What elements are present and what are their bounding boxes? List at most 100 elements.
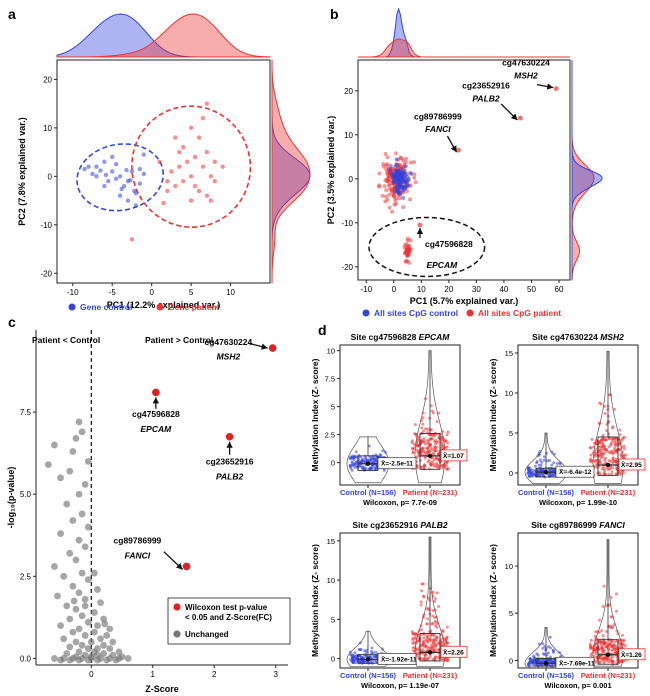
data-point-unchanged: [97, 599, 104, 606]
data-point-patient: [610, 470, 614, 474]
data-point-control: [540, 469, 544, 473]
data-point-patient: [406, 253, 411, 258]
data-point-control: [528, 468, 532, 472]
data-point-patient: [598, 450, 602, 454]
data-point-control: [94, 164, 99, 169]
data-point-patient: [426, 637, 430, 641]
data-point-control: [541, 642, 545, 646]
data-point-patient: [620, 450, 624, 454]
data-point-patient: [432, 634, 436, 638]
data-point-patient: [391, 193, 396, 198]
data-point-patient: [426, 438, 430, 442]
annotation-arrow-msh2-head: [261, 343, 268, 350]
data-point-control: [383, 450, 387, 454]
data-point-patient: [600, 629, 604, 633]
data-point-control: [537, 642, 541, 646]
data-point-patient: [597, 618, 601, 622]
data-point-unchanged: [51, 655, 58, 662]
data-point-control: [388, 163, 393, 168]
data-point-patient: [620, 633, 624, 637]
data-point-patient: [588, 446, 592, 450]
data-point-patient: [204, 149, 210, 155]
data-point-patient: [423, 397, 427, 401]
data-point-patient: [594, 652, 598, 656]
y-tick-label-d: 10: [505, 389, 513, 398]
mean-label-patient: X̄=2.95: [621, 460, 642, 469]
data-point-unchanged: [90, 628, 98, 636]
y-tick-label-d: 10: [327, 347, 335, 356]
data-point-control: [555, 462, 559, 466]
data-point-patient: [604, 438, 608, 442]
data-point-patient: [432, 462, 436, 466]
data-point-unchanged: [94, 586, 101, 593]
data-point-patient: [445, 625, 449, 629]
data-point-patient: [204, 193, 210, 198]
legend-swatch-unchanged: [173, 630, 181, 638]
data-point-control: [540, 460, 544, 464]
direction-note-left: Patient < Control: [32, 335, 100, 345]
data-point-patient: [619, 642, 623, 646]
data-point-patient: [425, 450, 429, 454]
data-point-patient: [611, 437, 615, 441]
data-point-patient: [415, 654, 419, 658]
data-point-patient: [196, 188, 202, 194]
x-tick-label-b: 20: [444, 285, 453, 294]
data-point-unchanged: [101, 620, 109, 628]
data-point-unchanged: [44, 461, 52, 469]
data-point-patient: [377, 171, 382, 176]
data-point-patient: [614, 592, 618, 596]
data-point-patient: [416, 437, 420, 441]
annotation-site: cg47630224: [502, 57, 550, 67]
data-point-patient: [427, 596, 431, 600]
data-point-control: [110, 169, 115, 174]
wilcoxon-pvalue: Wilcoxon, p= 0.001: [544, 681, 611, 690]
mean-marker-patient: [427, 650, 433, 655]
data-point-unchanged: [66, 615, 74, 623]
data-point-unchanged: [84, 618, 92, 626]
data-point-patient: [429, 437, 433, 441]
data-point-patient: [441, 443, 445, 447]
data-point-control: [403, 164, 408, 169]
data-point-patient: [410, 439, 414, 443]
data-point-patient: [435, 635, 439, 639]
y-tick-label-d: 0: [331, 459, 335, 468]
category-label-control: Control (N=156): [340, 671, 397, 680]
data-point-control: [550, 463, 554, 467]
data-point-patient: [444, 637, 448, 641]
data-point-unchanged: [94, 656, 101, 664]
data-point-patient: [432, 458, 436, 462]
data-point-patient: [433, 615, 437, 619]
annotation-site: cg47596828: [132, 409, 180, 419]
data-point-patient: [192, 183, 198, 189]
data-point-unchanged: [75, 536, 83, 544]
data-point-control: [546, 459, 550, 463]
data-point-patient: [435, 591, 439, 595]
x-tick-label-b: 0: [392, 285, 397, 294]
data-point-unchanged: [100, 641, 108, 649]
data-point-patient: [601, 442, 605, 446]
data-point-patient: [184, 159, 190, 165]
data-point-control: [348, 650, 352, 654]
data-point-unchanged: [72, 638, 80, 646]
data-point-control: [388, 167, 393, 172]
data-point-patient: [607, 650, 611, 654]
data-point-patient: [392, 202, 397, 207]
data-point-patient: [597, 460, 601, 464]
x-axis-label-a: PC1 (12.2% explained var.): [107, 300, 221, 310]
data-point-unchanged: [51, 441, 58, 449]
wilcoxon-pvalue: Wilcoxon, p= 1.19e-07: [361, 681, 439, 690]
subplot-title-site: Site cg23652916: [352, 520, 420, 530]
data-point-control: [539, 463, 543, 467]
data-point-control: [548, 635, 552, 639]
data-point-patient: [424, 427, 428, 431]
data-point-patient: [433, 658, 437, 662]
data-point-patient: [413, 423, 417, 427]
data-point-unchanged: [75, 648, 83, 656]
data-point-patient: [441, 463, 445, 467]
data-point-control: [392, 172, 397, 177]
data-point-control: [529, 658, 533, 662]
data-point-patient: [619, 439, 623, 443]
mean-label-patient: X̄=1.26: [621, 650, 642, 659]
data-point-patient: [420, 628, 424, 632]
data-point-unchanged: [69, 448, 77, 455]
